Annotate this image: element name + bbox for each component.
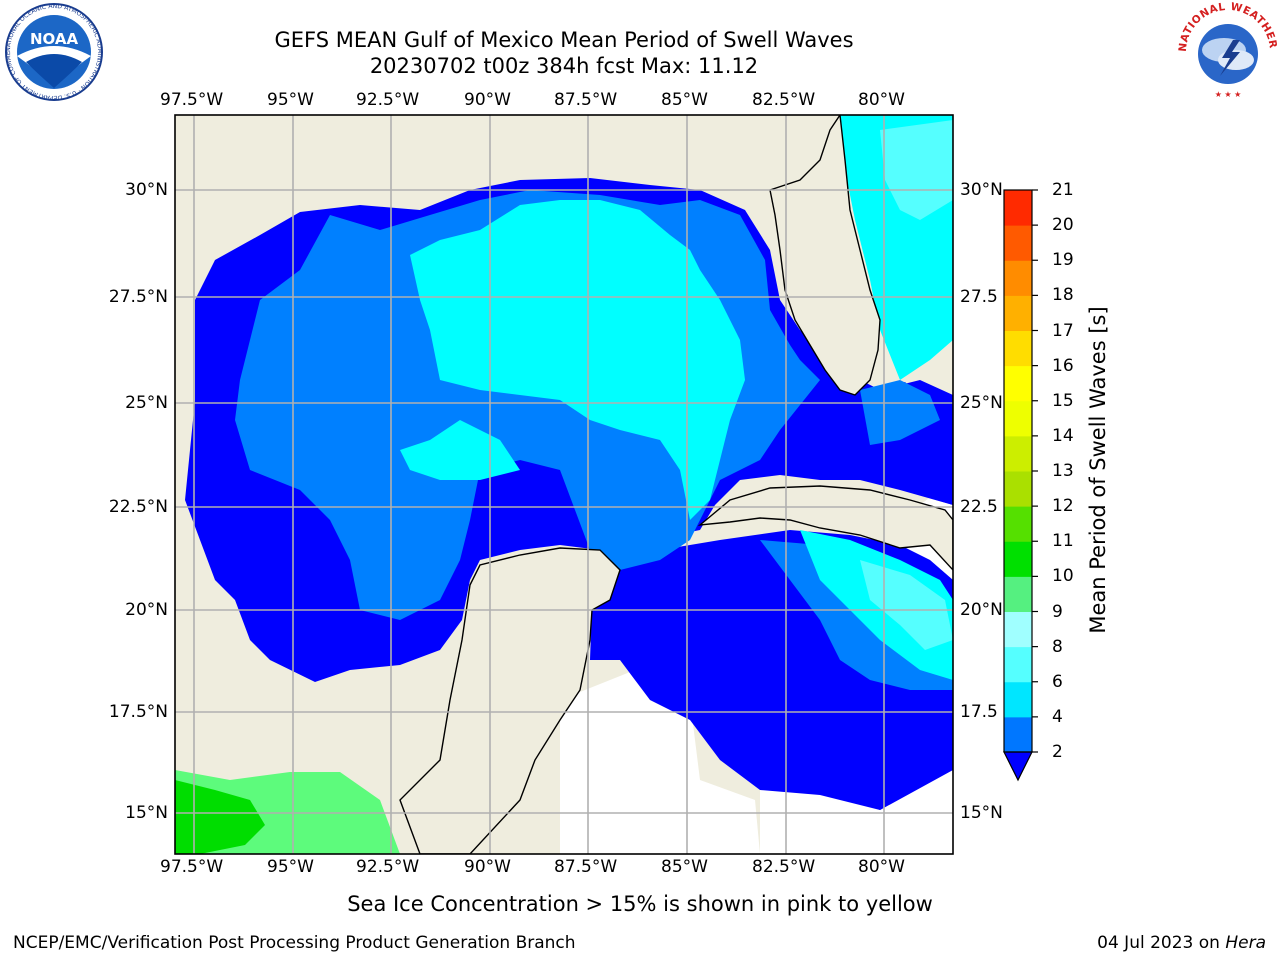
lon-label-bottom: 95°W [267,857,314,877]
colorbar-segment [1004,611,1032,648]
colorbar-title: Mean Period of Swell Waves [s] [1086,306,1110,634]
colorbar-tick-label: 10 [1052,566,1074,587]
colorbar-tick-label: 12 [1052,496,1074,517]
colorbar-tick-label: 8 [1052,636,1063,657]
colorbar-segment [1004,330,1032,367]
colorbar-tick-label: 19 [1052,250,1074,271]
footer-machine: Hera [1225,933,1266,953]
colorbar-segment [1004,400,1032,437]
florida-peninsula [769,115,881,396]
period-band-2-4 [860,380,940,445]
lon-label-bottom: 80°W [858,857,905,877]
colorbar-tick-label: 21 [1052,180,1074,200]
lat-label-right: 25°N [960,393,1003,413]
lon-label-bottom: 87.5°W [554,857,618,877]
svg-text:★ ★ ★: ★ ★ ★ [1215,90,1242,99]
lat-label-right: 27.5 [960,287,998,307]
lon-label-bottom: 97.5°W [160,857,224,877]
lat-label-left: 22.5°N [108,497,168,517]
colorbar-segment [1004,646,1032,683]
period-band-10-11 [175,780,265,854]
colorbar-segment [1004,435,1032,472]
yucatan-peninsula [399,547,621,854]
colorbar-tick-label: 20 [1052,215,1074,236]
lon-label-top: 90°W [464,90,511,110]
lat-label-left: 15°N [125,803,168,823]
colorbar-segment [1004,716,1032,753]
sea-ice-note: Sea Ice Concentration > 15% is shown in … [347,892,933,916]
lon-label-top: 80°W [858,90,905,110]
colorbar-extend-arrow [1003,751,1033,782]
lat-label-right: 15°N [960,803,1003,823]
footer-date-text: 04 Jul 2023 on [1097,933,1226,953]
colorbar-segment [1004,576,1032,612]
colorbar-segment [1004,471,1032,507]
lon-label-bottom: 90°W [464,857,511,877]
gridlines [175,115,953,854]
chart-title: GEFS MEAN Gulf of Mexico Mean Period of … [274,28,854,52]
lon-label-top: 95°W [267,90,314,110]
noaa-logo: NATIONAL OCEANIC AND ATMOSPHERIC ADMINIS… [4,2,103,101]
footer-credit: NCEP/EMC/Verification Post Processing Pr… [13,933,576,953]
period-band-6-8 [880,120,953,220]
colorbar-tick-label: 11 [1052,531,1074,552]
lon-label-bottom: 85°W [661,857,708,877]
colorbar-segment [1004,190,1032,226]
chart-subtitle: 20230702 t00z 384h fcst Max: 11.12 [369,54,759,78]
nodata-region [560,660,760,854]
colorbar-tick-label: 2 [1052,742,1063,762]
nws-logo: NATIONAL WEATHER SERVICE ★ ★ ★ [1178,2,1278,100]
colorbar-tick-label: 17 [1052,320,1074,341]
period-band-4-6 [410,200,745,520]
lon-label-top: 82.5°W [752,90,816,110]
colorbar-segment [1004,506,1032,542]
colorbar-tick-label: 6 [1052,671,1063,692]
colorbar-segment [1004,295,1032,331]
lon-label-top: 97.5°W [160,90,224,110]
colorbar-tick-label: 13 [1052,461,1074,481]
colorbar-tick-label: 18 [1052,285,1074,306]
lat-label-left: 17.5°N [108,702,168,722]
lat-label-left: 30°N [125,180,168,200]
svg-text:NOAA: NOAA [30,30,79,48]
lat-label-right: 20°N [960,600,1003,620]
lon-label-top: 87.5°W [554,90,618,110]
map-frame [174,114,954,855]
lon-label-top: 85°W [661,90,708,110]
lat-label-left: 20°N [125,600,168,620]
lat-label-right: 22.5 [960,497,998,517]
lon-label-top: 92.5°W [356,90,420,110]
colorbar-tick-label: 4 [1052,706,1063,727]
lon-label-bottom: 82.5°W [752,857,816,877]
colorbar-tick-label: 16 [1052,355,1074,376]
lat-label-left: 27.5°N [108,287,168,307]
lat-label-left: 25°N [125,393,168,413]
colorbar-segment [1004,681,1032,718]
lat-label-right: 17.5 [960,702,998,722]
colorbar-segment [1004,225,1032,261]
colorbar-tick-label: 15 [1052,390,1074,411]
footer-date: 04 Jul 2023 on Hera [1097,933,1266,953]
colorbar-segment [1004,541,1032,577]
lon-label-bottom: 92.5°W [356,857,420,877]
colorbar-segment [1004,260,1032,296]
colorbar-tick-label: 9 [1052,601,1063,622]
colorbar-tick-label: 14 [1052,425,1074,446]
colorbar-segment [1004,365,1032,402]
lat-label-right: 30°N [960,180,1003,200]
colorbar [1003,189,1038,782]
